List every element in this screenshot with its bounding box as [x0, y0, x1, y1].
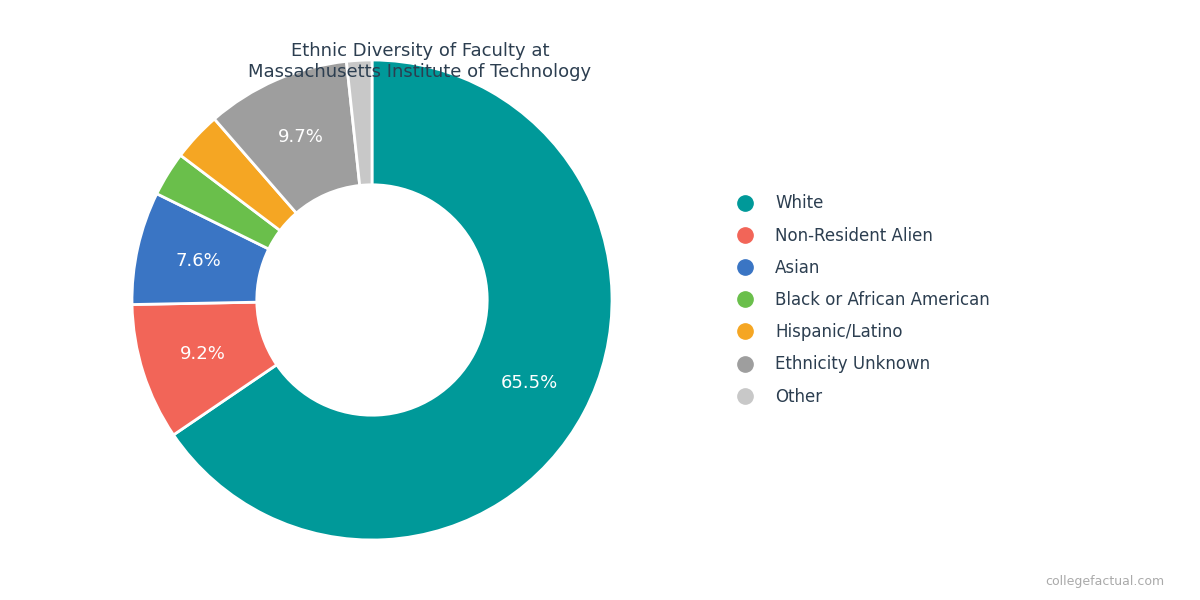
Legend: White, Non-Resident Alien, Asian, Black or African American, Hispanic/Latino, Et: White, Non-Resident Alien, Asian, Black … [728, 194, 990, 406]
Text: Ethnic Diversity of Faculty at
Massachusetts Institute of Technology: Ethnic Diversity of Faculty at Massachus… [248, 42, 592, 81]
Wedge shape [174, 60, 612, 540]
Wedge shape [180, 119, 296, 230]
Wedge shape [215, 61, 360, 213]
Text: collegefactual.com: collegefactual.com [1045, 575, 1164, 588]
Text: 65.5%: 65.5% [500, 374, 558, 392]
Wedge shape [132, 302, 277, 435]
Wedge shape [157, 155, 280, 249]
Wedge shape [132, 194, 269, 305]
Wedge shape [347, 60, 372, 185]
Text: 9.7%: 9.7% [278, 128, 324, 146]
Text: 7.6%: 7.6% [176, 252, 222, 270]
Text: 9.2%: 9.2% [180, 345, 226, 363]
